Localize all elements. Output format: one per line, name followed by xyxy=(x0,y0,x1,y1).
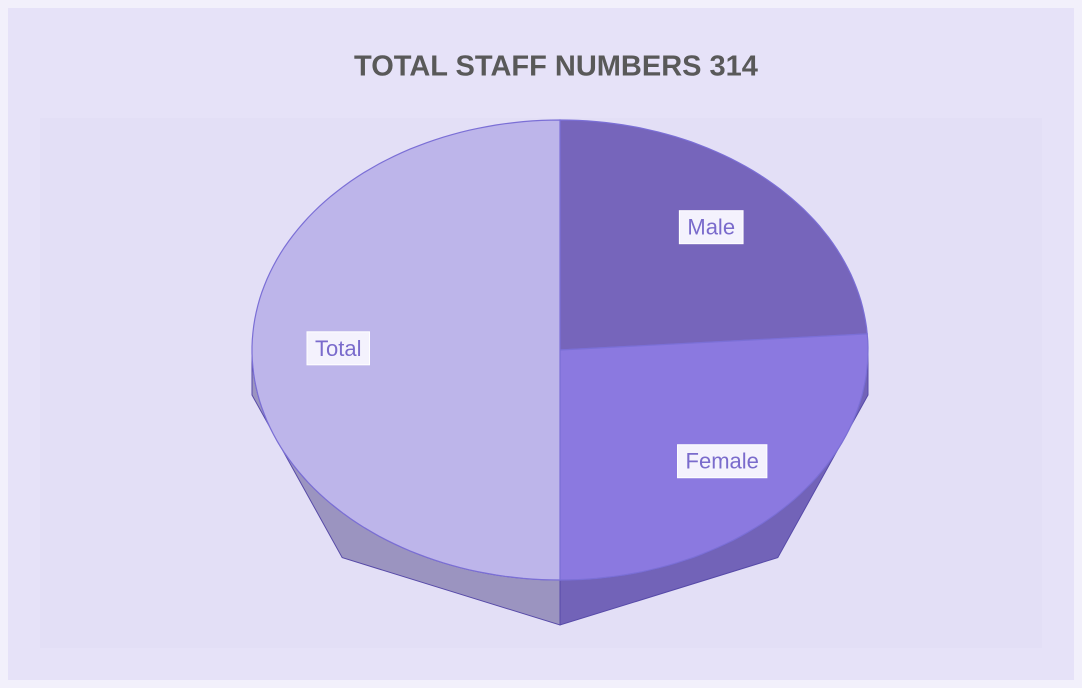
label-box xyxy=(306,331,370,366)
category-label: Total xyxy=(315,336,361,361)
category-label: Female xyxy=(686,449,759,474)
category-label: Male xyxy=(687,215,735,240)
slice xyxy=(251,119,561,581)
label-box xyxy=(678,210,744,245)
data-label: Total xyxy=(306,331,370,366)
data-label: Female xyxy=(677,444,768,479)
chart-title: TOTAL STAFF NUMBERS 314 xyxy=(354,51,758,83)
data-label: Male xyxy=(678,210,744,245)
label-box xyxy=(677,444,768,479)
